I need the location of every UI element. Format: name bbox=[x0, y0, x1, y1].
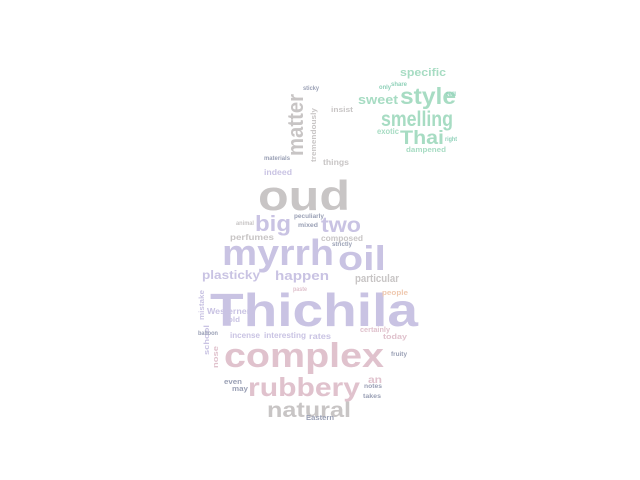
word-smelling: smelling bbox=[381, 108, 453, 131]
word-only: only bbox=[379, 85, 392, 91]
word-thai: Thai bbox=[400, 128, 444, 149]
word-certainly: certainly bbox=[360, 327, 390, 334]
word-right: right bbox=[445, 137, 457, 143]
word-balloon: balloon bbox=[198, 331, 218, 337]
word-composed: composed bbox=[321, 234, 363, 243]
word-perfumes: perfumes bbox=[230, 233, 275, 242]
word-things: things bbox=[323, 158, 350, 167]
word-peculiarly: peculiarly bbox=[294, 214, 325, 220]
word-happen: happen bbox=[275, 268, 329, 283]
word-materials: materials bbox=[264, 156, 291, 162]
word-particular: particular bbox=[355, 273, 400, 285]
word-incense: incense bbox=[230, 331, 261, 340]
word-mixed: mixed bbox=[298, 223, 318, 229]
word-myrrh: myrrh bbox=[222, 232, 334, 273]
word-specific: specific bbox=[400, 67, 446, 79]
word-complex: complex bbox=[224, 337, 384, 375]
word-takes: takes bbox=[363, 394, 382, 400]
word-thichila: Thichila bbox=[210, 284, 418, 336]
word-natural: natural bbox=[267, 399, 351, 422]
word-rates: rates bbox=[309, 332, 332, 341]
word-exotic: exotic bbox=[377, 127, 400, 136]
word-tremendously: tremendously bbox=[311, 108, 318, 162]
word-sweet: sweet bbox=[358, 92, 399, 107]
word-may: may bbox=[232, 386, 248, 393]
word-animal: animal bbox=[236, 221, 254, 227]
word-an: an bbox=[368, 375, 382, 386]
word-two: two bbox=[321, 214, 361, 237]
word-eastern: Eastern bbox=[306, 415, 334, 422]
word-even: even bbox=[224, 379, 242, 386]
word-indeed: indeed bbox=[264, 168, 292, 177]
word-notes: notes bbox=[364, 384, 383, 390]
word-fruity: fruity bbox=[391, 352, 408, 358]
word-nose: nose bbox=[213, 346, 220, 368]
word-old: old bbox=[228, 317, 240, 324]
word-sticky: sticky bbox=[303, 86, 320, 92]
word-big: big bbox=[255, 211, 291, 236]
word-mistake: mistake bbox=[199, 290, 206, 320]
word-paste: paste bbox=[293, 287, 308, 293]
word-school: school bbox=[204, 325, 211, 355]
word-plasticky: plasticky bbox=[202, 268, 260, 282]
word-dampened: dampened bbox=[406, 147, 446, 154]
word-oil: oil bbox=[338, 240, 386, 278]
word-oud: oud bbox=[258, 172, 350, 219]
word-people: people bbox=[382, 290, 408, 297]
word-tell: tell bbox=[446, 92, 456, 98]
word-share: share bbox=[391, 82, 408, 88]
word-today: today bbox=[383, 334, 407, 341]
word-interesting: interesting bbox=[264, 331, 306, 340]
word-style: style bbox=[400, 83, 456, 109]
word-strictly: strictly bbox=[332, 242, 353, 248]
word-westerners: Westerners bbox=[207, 307, 256, 316]
word-matter: matter bbox=[283, 94, 308, 156]
word-rubbery: rubbery bbox=[248, 372, 361, 402]
word-insist: insist bbox=[331, 107, 354, 114]
